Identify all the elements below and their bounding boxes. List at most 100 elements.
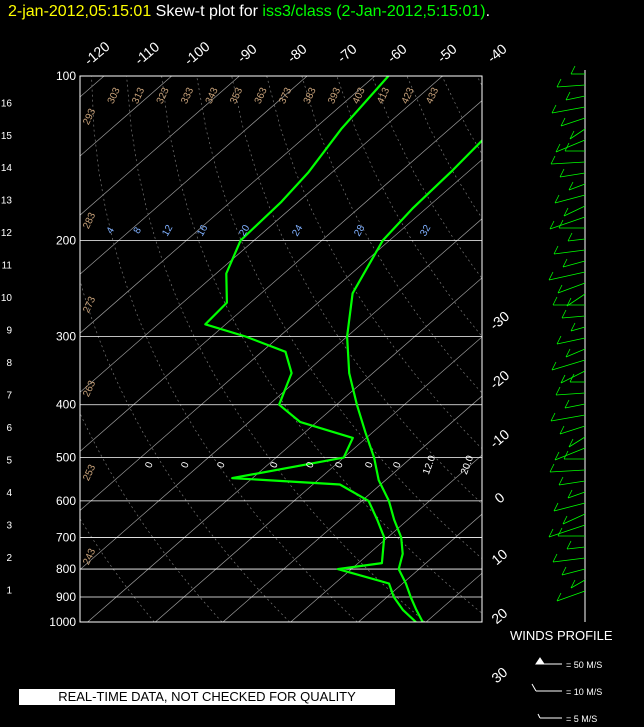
- wind-barb-flag: [559, 168, 565, 178]
- isotherm-line: [87, 277, 482, 622]
- isotherm-line: [80, 100, 482, 452]
- winds-legend: = 50 M/S = 10 M/S = 5 M/S: [531, 657, 602, 724]
- wind-barb-flag: [553, 502, 559, 512]
- dry-adiabat-line: [231, 76, 482, 505]
- wind-barb: [556, 337, 586, 345]
- legend-50ms-label: = 50 M/S: [566, 660, 602, 670]
- wind-barb-flag: [549, 220, 555, 230]
- dry-adiabat-line: [161, 76, 482, 614]
- theta-e-label: 0: [392, 460, 404, 469]
- wind-barb-flag: [562, 515, 568, 525]
- wind-barb-flag: [556, 78, 562, 88]
- wind-barb-flag: [568, 438, 574, 448]
- wind-barb: [557, 282, 586, 294]
- dry-adiabat-line: [196, 76, 482, 559]
- isotherm-line: [80, 76, 376, 334]
- wind-barb: [563, 205, 586, 217]
- dry-adiabat-line: [91, 76, 358, 622]
- theta-e-label: 0: [269, 460, 281, 469]
- wind-barb: [561, 315, 586, 319]
- header-suffix: .: [486, 3, 490, 20]
- wind-barb-flag: [551, 361, 557, 371]
- wind-barb: [559, 425, 586, 435]
- wind-barb: [548, 271, 586, 281]
- wind-barb: [559, 172, 586, 178]
- wind-barb: [567, 491, 586, 499]
- height-tick-label: 5: [6, 456, 12, 467]
- mixing-ratio-label: 16: [195, 223, 210, 239]
- pressure-tick-label: 600: [56, 494, 76, 508]
- wind-barb-flag: [549, 463, 555, 473]
- pressure-tick-label: 1000: [49, 615, 76, 629]
- wind-barb-flag: [555, 386, 561, 396]
- wind-barb-flag: [560, 117, 566, 127]
- pressure-tick-label: 700: [56, 530, 76, 544]
- guide-lines: [80, 76, 482, 622]
- height-tick-label: 15: [1, 131, 13, 142]
- theta-e-label: 0: [180, 460, 192, 469]
- temperature-profile: [346, 139, 482, 622]
- wind-barb: [566, 546, 586, 550]
- wind-barb-flag: [558, 219, 564, 229]
- wind-barb-flag: [553, 245, 559, 255]
- isotherm-line: [358, 513, 482, 622]
- wind-barb: [565, 348, 586, 358]
- wind-barb-flag: [557, 527, 563, 537]
- mixing-ratio-label: 4: [105, 225, 118, 236]
- mixing-ratio-label: 32: [418, 223, 433, 239]
- legend-50ms-barb: [535, 657, 562, 665]
- wind-barb-flag: [563, 450, 569, 460]
- wind-barb: [554, 447, 586, 461]
- wind-barb-flag: [554, 194, 560, 204]
- height-tick-label: 7: [6, 391, 12, 402]
- wind-barb: [570, 579, 586, 589]
- mixing-ratio-label: 12: [160, 223, 175, 239]
- wind-barb: [560, 117, 586, 127]
- isotherm-line: [222, 395, 482, 622]
- winds-profile: [548, 65, 586, 622]
- wind-barb: [570, 326, 586, 332]
- wind-barb: [554, 194, 586, 204]
- wind-barb-flag: [567, 489, 573, 499]
- winds-profile-title: WINDS PROFILE: [510, 628, 613, 643]
- header-prefix: Skew-t plot for: [151, 3, 262, 20]
- dry-adiabat-line: [80, 412, 223, 622]
- pressure-tick-label: 300: [56, 330, 76, 344]
- height-tick-label: 4: [6, 488, 12, 499]
- wind-barb: [553, 249, 586, 255]
- wind-barb: [551, 359, 586, 371]
- wind-barb-flag: [548, 271, 554, 281]
- theta-e-label: 0: [216, 460, 228, 469]
- pressure-tick-label: 400: [56, 398, 76, 412]
- legend-5ms-label: = 5 M/S: [566, 714, 597, 724]
- wind-barb-flag: [550, 412, 556, 422]
- wind-barb-flag: [564, 399, 570, 409]
- wind-barb: [555, 139, 586, 153]
- wind-barb: [566, 293, 586, 307]
- wind-barb: [564, 403, 586, 409]
- wind-barb-flag: [565, 348, 571, 358]
- wind-barb: [552, 557, 586, 563]
- wind-barb-flag: [554, 451, 560, 461]
- wind-barb-flag: [555, 143, 561, 153]
- mixing-ratio-label: 24: [290, 223, 305, 239]
- wind-barb: [558, 480, 586, 486]
- wind-barb-flag: [558, 476, 564, 486]
- wind-barb-flag: [557, 284, 563, 294]
- wind-barb-flag: [551, 104, 557, 114]
- mixing-ratio-label: 20: [237, 223, 252, 239]
- height-tick-label: 1: [6, 586, 12, 597]
- legend-10ms-label: = 10 M/S: [566, 687, 602, 697]
- wind-barb-flag: [552, 553, 558, 563]
- wind-barb-flag: [564, 142, 570, 152]
- wind-barb-flag: [567, 232, 573, 242]
- wind-barb: [551, 106, 586, 114]
- isotherm-line: [80, 159, 482, 511]
- wind-barb-flag: [570, 65, 576, 75]
- theta-e-label: 0: [364, 460, 376, 469]
- wind-barb: [556, 590, 586, 602]
- wind-barb-flag: [561, 309, 567, 319]
- wind-barb-flag: [563, 207, 569, 217]
- wind-barb-flag: [559, 425, 565, 435]
